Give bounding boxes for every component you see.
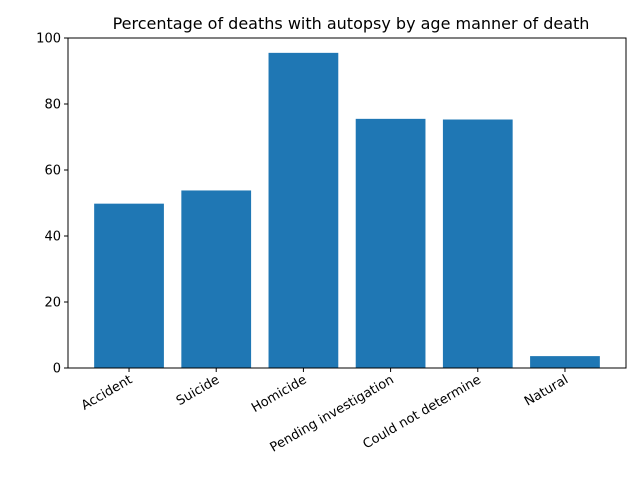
y-tick-label: 60 [44,164,61,179]
bar-homicide [268,52,339,368]
y-tick-label: 80 [44,98,61,113]
x-tick-label: Suicide [174,372,222,409]
x-tick-label: Accident [79,372,135,413]
bar-suicide [181,190,252,368]
y-tick-label: 100 [36,32,61,47]
y-tick-label: 40 [44,230,61,245]
bar-could-not-determine [442,119,513,368]
bars-group [94,52,600,368]
x-tick-label: Homicide [249,372,309,415]
plot-frame [67,37,627,369]
y-axis: 0 20 40 60 80 100 [36,32,68,377]
y-tick-label: 0 [53,362,61,377]
bar-pending-investigation [355,118,426,368]
y-tick-label: 20 [44,296,61,311]
bar-natural [530,356,600,368]
chart-title: Percentage of deaths with autopsy by age… [113,14,590,33]
x-tick-label: Natural [522,372,571,409]
bar-accident [94,203,164,368]
